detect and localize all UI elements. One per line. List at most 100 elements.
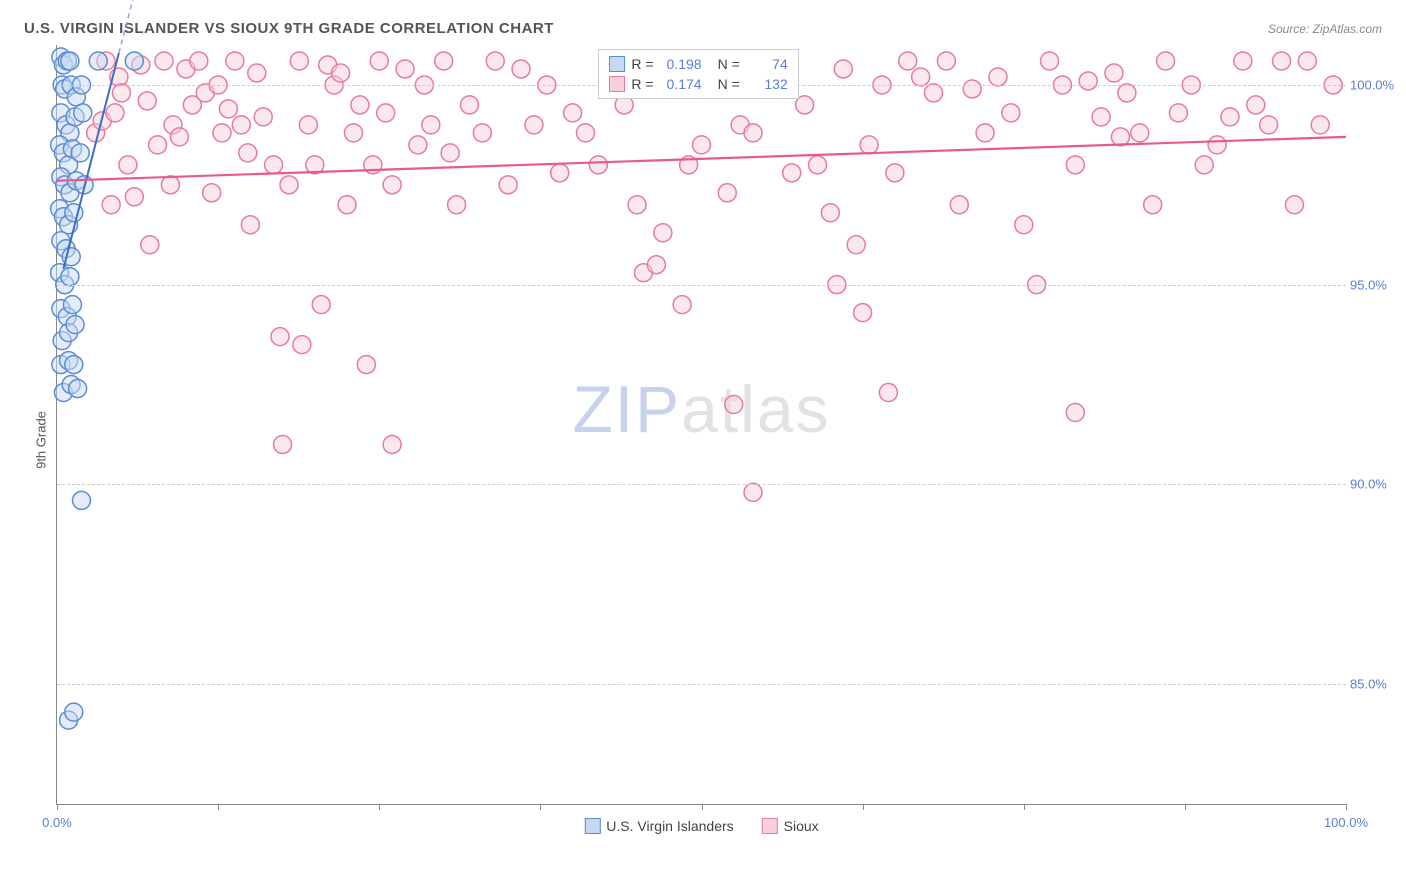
scatter-marker [161,176,179,194]
scatter-marker [61,268,79,286]
gridline [57,285,1346,286]
scatter-marker [422,116,440,134]
correlation-legend: R =0.198N =74R =0.174N =132 [598,49,798,99]
scatter-marker [74,104,92,122]
scatter-marker [821,204,839,222]
scatter-marker [1195,156,1213,174]
scatter-marker [1092,108,1110,126]
x-tick-label: 0.0% [42,815,72,830]
scatter-marker [589,156,607,174]
scatter-marker [564,104,582,122]
series-legend: U.S. Virgin Islanders Sioux [584,818,818,834]
scatter-marker [1066,156,1084,174]
legend-swatch [609,56,625,72]
scatter-marker [190,52,208,70]
gridline [57,684,1346,685]
scatter-marker [280,176,298,194]
scatter-marker [293,336,311,354]
scatter-marker [383,176,401,194]
scatter-marker [125,52,143,70]
scatter-marker [1273,52,1291,70]
scatter-marker [274,435,292,453]
scatter-marker [989,68,1007,86]
scatter-marker [344,124,362,142]
scatter-marker [370,52,388,70]
x-tick [379,804,380,810]
series-legend-label: U.S. Virgin Islanders [606,818,733,834]
scatter-marker [860,136,878,154]
scatter-marker [213,124,231,142]
scatter-marker [290,52,308,70]
legend-swatch [762,818,778,834]
scatter-marker [65,356,83,374]
x-tick [57,804,58,810]
scatter-marker [834,60,852,78]
scatter-marker [1079,72,1097,90]
scatter-marker [1041,52,1059,70]
scatter-marker [1247,96,1265,114]
scatter-marker [1105,64,1123,82]
scatter-marker [673,296,691,314]
scatter-marker [219,100,237,118]
scatter-marker [441,144,459,162]
scatter-marker [69,380,87,398]
scatter-marker [357,356,375,374]
scatter-marker [976,124,994,142]
gridline [57,484,1346,485]
scatter-marker [265,156,283,174]
scatter-marker [61,52,79,70]
chart-title: U.S. VIRGIN ISLANDER VS SIOUX 9TH GRADE … [24,20,554,37]
scatter-marker [899,52,917,70]
scatter-marker [499,176,517,194]
scatter-marker [809,156,827,174]
plot-outer: 9th Grade ZIPatlas 85.0%90.0%95.0%100.0%… [20,45,1386,835]
scatter-marker [383,435,401,453]
scatter-marker [112,84,130,102]
scatter-marker [102,196,120,214]
scatter-marker [72,491,90,509]
series-legend-item: Sioux [762,818,819,834]
scatter-marker [239,144,257,162]
scatter-marker [950,196,968,214]
scatter-marker [963,80,981,98]
scatter-marker [912,68,930,86]
scatter-marker [512,60,530,78]
scatter-marker [925,84,943,102]
title-row: U.S. VIRGIN ISLANDER VS SIOUX 9TH GRADE … [20,20,1386,45]
y-axis-label: 9th Grade [33,411,48,469]
x-tick [702,804,703,810]
scatter-marker [312,296,330,314]
legend-r-value: 0.174 [660,76,702,92]
x-tick [1024,804,1025,810]
legend-r-value: 0.198 [660,56,702,72]
scatter-marker [1169,104,1187,122]
legend-n-label: N = [718,76,740,92]
scatter-marker [89,52,107,70]
scatter-marker [351,96,369,114]
scatter-marker [473,124,491,142]
legend-n-value: 74 [746,56,788,72]
scatter-marker [141,236,159,254]
scatter-marker [525,116,543,134]
series-legend-label: Sioux [784,818,819,834]
scatter-marker [1298,52,1316,70]
scatter-marker [1118,84,1136,102]
legend-r-label: R = [631,76,653,92]
scatter-marker [241,216,259,234]
scatter-marker [1066,404,1084,422]
x-tick [1185,804,1186,810]
scatter-marker [718,184,736,202]
scatter-marker [271,328,289,346]
scatter-marker [1002,104,1020,122]
scatter-marker [63,296,81,314]
scatter-marker [744,124,762,142]
scatter-marker [1311,116,1329,134]
scatter-marker [847,236,865,254]
scatter-marker [248,64,266,82]
scatter-marker [693,136,711,154]
scatter-marker [65,703,83,721]
scatter-marker [1157,52,1175,70]
y-tick-label: 90.0% [1350,477,1398,492]
scatter-marker [254,108,272,126]
y-tick-label: 95.0% [1350,277,1398,292]
